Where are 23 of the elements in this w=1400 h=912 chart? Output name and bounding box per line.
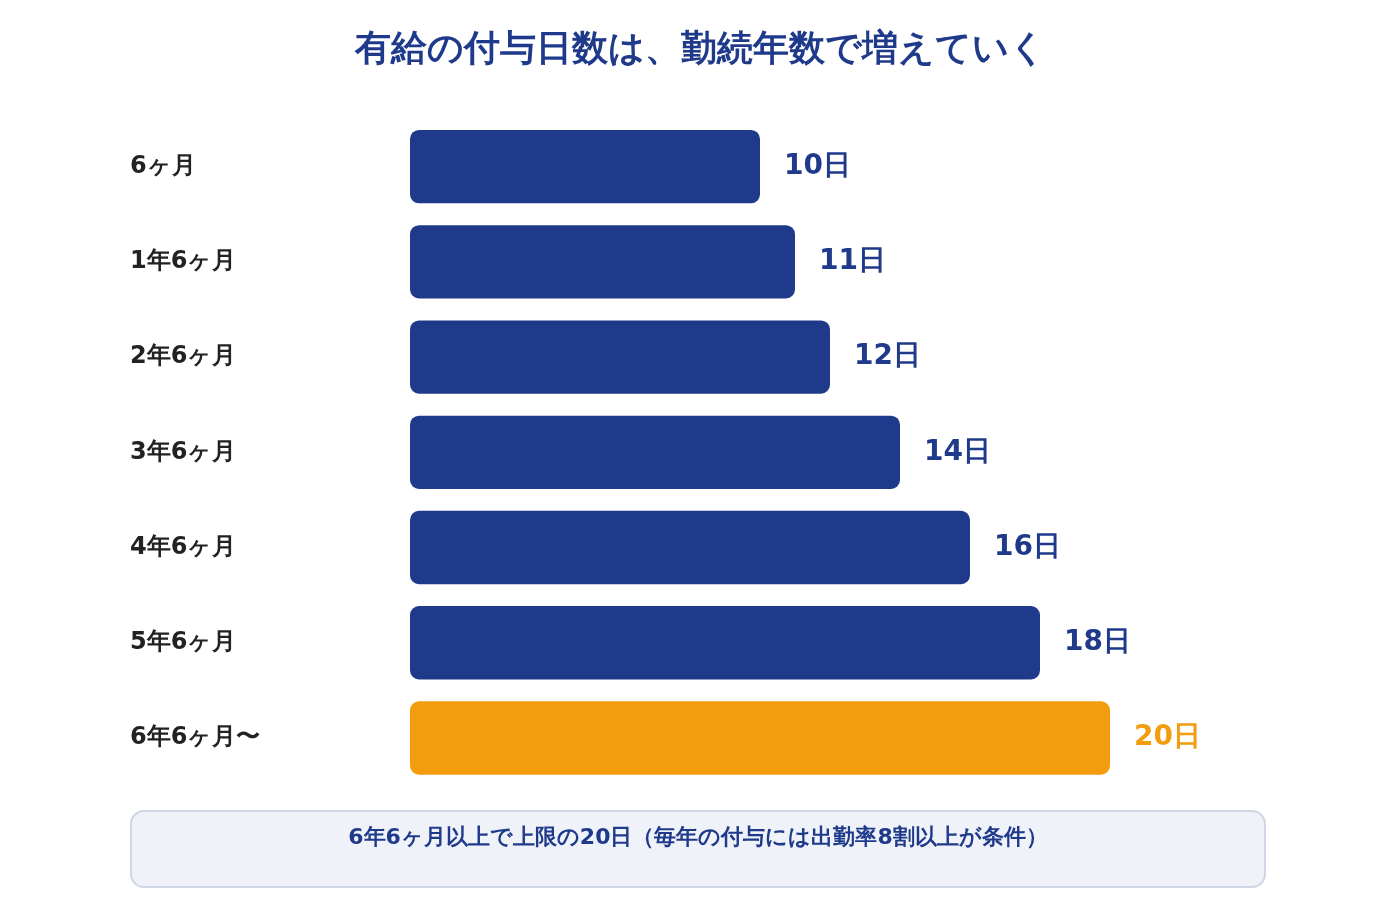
bar xyxy=(410,415,900,489)
chart-title: 有給の付与日数は、勤続年数で増えていく xyxy=(353,26,1047,70)
y-tick-label: 6年6ヶ月〜 xyxy=(130,722,261,751)
data-label: 12日 xyxy=(854,338,921,372)
bar xyxy=(410,606,1040,680)
y-tick-label: 3年6ヶ月 xyxy=(130,436,237,465)
data-label: 10日 xyxy=(784,147,851,181)
data-label: 20日 xyxy=(1134,719,1201,753)
bar xyxy=(410,510,970,585)
bar xyxy=(410,225,795,299)
data-label: 18日 xyxy=(1064,624,1131,658)
y-tick-label: 6ヶ月 xyxy=(130,150,196,179)
data-label: 14日 xyxy=(924,433,991,467)
bar xyxy=(410,701,1110,775)
y-tick-label: 4年6ヶ月 xyxy=(130,531,237,560)
text: 6年6ヶ月以上で上限の20日（毎年の付与には出勤率8割以上が条件） xyxy=(130,810,1266,888)
bar xyxy=(410,129,760,204)
data-label: 16日 xyxy=(994,528,1061,562)
data-label: 11日 xyxy=(819,243,886,277)
bar xyxy=(410,320,830,394)
y-tick-label: 5年6ヶ月 xyxy=(130,626,237,655)
y-tick-label: 2年6ヶ月 xyxy=(130,341,237,370)
y-tick-label: 1年6ヶ月 xyxy=(130,246,237,275)
